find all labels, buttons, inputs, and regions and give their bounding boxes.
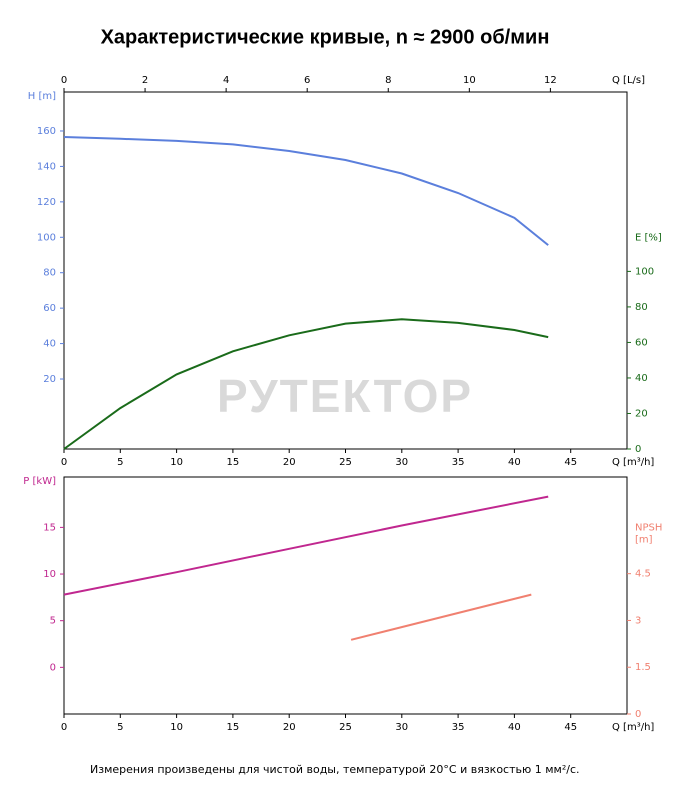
y2-tick-label: 0: [635, 709, 641, 720]
x-tick-label: 25: [339, 722, 352, 733]
y-tick-label: 100: [37, 232, 56, 243]
y2-tick-label: 60: [635, 337, 648, 348]
y2-tick-label: 40: [635, 373, 648, 384]
plot-frame: [63, 476, 628, 715]
series-line: [63, 495, 549, 596]
x2-tick-label: 6: [304, 75, 310, 86]
x-tick-label: 15: [227, 722, 240, 733]
x2-tick-label: 2: [142, 75, 148, 86]
x-tick-label: 0: [61, 457, 67, 468]
x-tick-label: 5: [117, 722, 123, 733]
y-tick-label: 140: [37, 161, 56, 172]
x2-tick-label: 12: [544, 75, 557, 86]
x-tick-label: 35: [452, 457, 465, 468]
x-tick-label: 45: [564, 457, 577, 468]
x-tick-label: 35: [452, 722, 465, 733]
watermark: РУТЕКТОР: [217, 370, 473, 422]
y-tick-label: 160: [37, 126, 56, 137]
x-tick-label: 25: [339, 457, 352, 468]
y2-axis-label: [m]: [635, 535, 653, 546]
y-tick-label: 40: [43, 339, 56, 350]
y2-tick-label: 4.5: [635, 569, 651, 580]
x2-axis-label: Q [L/s]: [612, 75, 645, 86]
y2-tick-label: 80: [635, 302, 648, 313]
x-tick-label: 40: [508, 457, 521, 468]
y2-axis-label: E [%]: [635, 232, 662, 243]
x-tick-label: 45: [564, 722, 577, 733]
x-tick-label: 40: [508, 722, 521, 733]
y-axis-label: P [kW]: [23, 476, 56, 487]
x-tick-label: 10: [170, 457, 183, 468]
x-tick-label: 20: [283, 457, 296, 468]
y-tick-label: 120: [37, 197, 56, 208]
series-line: [350, 593, 532, 641]
series-line: [63, 136, 549, 246]
y2-tick-label: 20: [635, 408, 648, 419]
y-tick-label: 20: [43, 374, 56, 385]
x2-tick-label: 10: [463, 75, 476, 86]
chart-title: Характеристические кривые, n ≈ 2900 об/м…: [101, 26, 550, 48]
x-tick-label: 0: [61, 722, 67, 733]
x-tick-label: 10: [170, 722, 183, 733]
y-tick-label: 5: [50, 616, 56, 627]
y-axis-label: H [m]: [28, 91, 56, 102]
y2-tick-label: 100: [635, 266, 654, 277]
y-tick-label: 10: [43, 569, 56, 580]
x-axis-label: Q [m³/h]: [612, 457, 654, 468]
x-tick-label: 15: [227, 457, 240, 468]
x2-tick-label: 0: [61, 75, 67, 86]
x2-tick-label: 4: [223, 75, 229, 86]
x-axis-label: Q [m³/h]: [612, 722, 654, 733]
y-tick-label: 0: [50, 662, 56, 673]
y-tick-label: 60: [43, 303, 56, 314]
footnote: Измерения произведены для чистой воды, т…: [90, 763, 580, 776]
x-tick-label: 20: [283, 722, 296, 733]
x-tick-label: 30: [395, 457, 408, 468]
y2-tick-label: 1.5: [635, 662, 651, 673]
y-tick-label: 80: [43, 268, 56, 279]
x2-tick-label: 8: [385, 75, 391, 86]
y2-tick-label: 3: [635, 615, 641, 626]
x-tick-label: 5: [117, 457, 123, 468]
y2-axis-label: NPSH: [635, 523, 662, 534]
y-tick-label: 15: [43, 522, 56, 533]
x-tick-label: 30: [395, 722, 408, 733]
y2-tick-label: 0: [635, 444, 641, 455]
series-line: [63, 318, 549, 450]
